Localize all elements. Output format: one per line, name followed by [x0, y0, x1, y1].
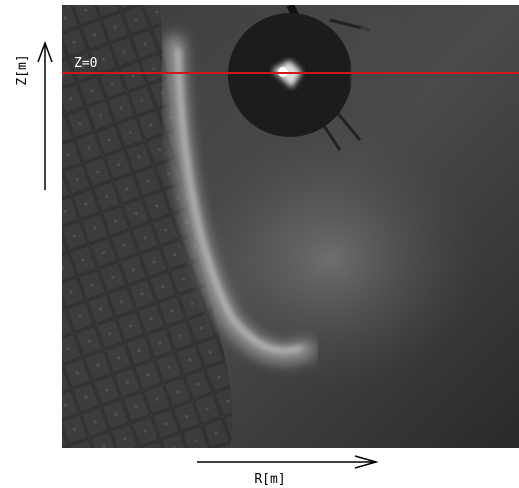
page: Z=0 Z[m] R[m] (() => { const data = JSON… [0, 0, 519, 488]
r-axis-label: R[m] [254, 472, 285, 487]
z-axis-label: Z[m] [15, 54, 30, 85]
z-zero-label: Z=0 [74, 56, 97, 71]
figure: Z=0 Z[m] R[m] [0, 0, 519, 488]
r-axis-arrow [197, 456, 376, 468]
plasma-photo [62, 5, 519, 448]
z-axis-arrow [38, 43, 52, 190]
